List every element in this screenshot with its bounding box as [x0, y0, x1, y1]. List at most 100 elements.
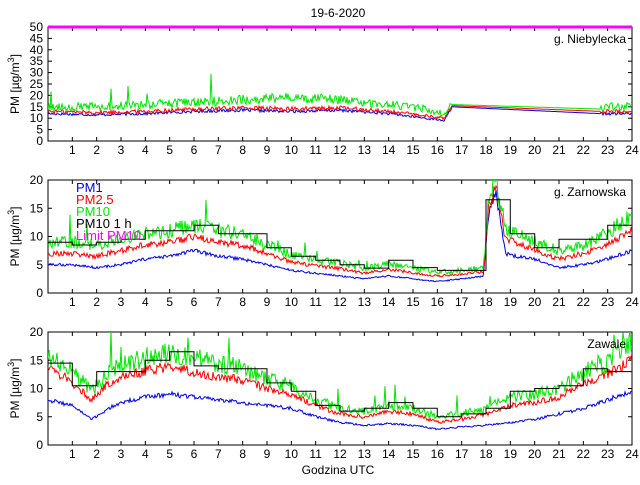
series-line-pm1: [48, 106, 632, 122]
x-tick-label: 1: [69, 295, 76, 309]
figure-title: 19-6-2020: [311, 6, 366, 20]
x-tick-label: 13: [358, 447, 372, 461]
x-tick-label: 14: [382, 143, 396, 157]
x-tick-label: 19: [504, 447, 518, 461]
x-tick-label: 8: [239, 143, 246, 157]
x-tick-label: 17: [455, 295, 469, 309]
x-tick-label: 16: [431, 143, 445, 157]
station-title: Zawale: [587, 337, 626, 351]
x-tick-label: 20: [528, 447, 542, 461]
station-title: g. Zarnowska: [554, 185, 626, 199]
x-tick-label: 5: [166, 295, 173, 309]
y-tick-label: 50: [30, 20, 44, 34]
y-tick-label: 40: [30, 43, 44, 57]
x-tick-label: 3: [118, 447, 125, 461]
x-tick-label: 22: [577, 447, 591, 461]
y-tick-label: 5: [36, 410, 43, 424]
x-tick-label: 11: [309, 295, 322, 309]
x-tick-label: 19: [504, 295, 518, 309]
x-tick-label: 9: [264, 295, 271, 309]
x-tick-label: 22: [577, 143, 591, 157]
x-tick-label: 10: [285, 143, 299, 157]
y-tick-label: 35: [30, 54, 44, 68]
x-tick-label: 9: [264, 143, 271, 157]
series-line-pm10-1h: [48, 199, 632, 271]
x-tick-label: 20: [528, 295, 542, 309]
legend-entry: PM1: [76, 180, 103, 195]
series-line-pm10-1h: [48, 351, 632, 418]
x-tick-label: 7: [215, 447, 222, 461]
x-tick-label: 12: [333, 143, 347, 157]
y-tick-label: 15: [30, 201, 44, 215]
y-axis-label: PM [µg/m3]: [6, 54, 22, 114]
x-tick-label: 10: [285, 447, 299, 461]
x-tick-label: 2: [93, 295, 100, 309]
y-tick-label: 10: [30, 382, 44, 396]
y-tick-label: 25: [30, 77, 44, 91]
y-axis-label: PM [µg/m3]: [6, 207, 22, 267]
x-tick-label: 7: [215, 295, 222, 309]
x-axis-label: Godzina UTC: [302, 463, 375, 477]
x-tick-label: 5: [166, 447, 173, 461]
y-tick-label: 5: [36, 258, 43, 272]
x-tick-label: 4: [142, 447, 149, 461]
legend-entry: PM10: [76, 204, 110, 219]
x-tick-label: 20: [528, 143, 542, 157]
x-tick-label: 24: [625, 447, 639, 461]
x-tick-label: 3: [118, 143, 125, 157]
y-axis-label: PM [µg/m3]: [6, 359, 22, 419]
x-tick-label: 15: [406, 143, 420, 157]
y-tick-label: 15: [30, 100, 44, 114]
x-tick-label: 2: [93, 143, 100, 157]
x-tick-label: 16: [431, 447, 445, 461]
x-tick-label: 21: [552, 447, 566, 461]
y-tick-label: 0: [36, 134, 43, 148]
y-tick-label: 20: [30, 173, 44, 187]
x-tick-label: 18: [479, 143, 493, 157]
x-tick-label: 2: [93, 447, 100, 461]
series-line-pm1: [48, 190, 632, 283]
x-tick-label: 21: [552, 295, 566, 309]
x-tick-label: 11: [309, 447, 322, 461]
station-title: g. Niebylecka: [554, 32, 626, 46]
x-tick-label: 23: [601, 143, 615, 157]
legend-entry: PM2.5: [76, 192, 114, 207]
x-tick-label: 22: [577, 295, 591, 309]
x-tick-label: 8: [239, 447, 246, 461]
series-line-pm10: [48, 73, 632, 117]
series-line-pm25: [48, 104, 632, 121]
x-tick-label: 15: [406, 447, 420, 461]
y-tick-label: 30: [30, 66, 44, 80]
y-tick-label: 10: [30, 230, 44, 244]
x-tick-label: 13: [358, 295, 372, 309]
y-tick-label: 0: [36, 438, 43, 452]
x-tick-label: 12: [333, 447, 347, 461]
x-tick-label: 7: [215, 143, 222, 157]
x-tick-label: 23: [601, 295, 615, 309]
x-tick-label: 19: [504, 143, 518, 157]
legend-entry: Limit PM10: [76, 228, 141, 243]
x-tick-label: 6: [191, 143, 198, 157]
y-tick-label: 5: [36, 123, 43, 137]
x-tick-label: 18: [479, 295, 493, 309]
x-tick-label: 23: [601, 447, 615, 461]
y-tick-label: 15: [30, 353, 44, 367]
x-tick-label: 17: [455, 447, 469, 461]
x-tick-label: 16: [431, 295, 445, 309]
series-line-pm25: [48, 355, 632, 425]
x-tick-label: 4: [142, 143, 149, 157]
x-tick-label: 18: [479, 447, 493, 461]
y-tick-label: 0: [36, 286, 43, 300]
y-tick-label: 45: [30, 31, 44, 45]
x-tick-label: 3: [118, 295, 125, 309]
axes-box: [47, 26, 633, 142]
x-tick-label: 11: [309, 143, 322, 157]
series-line-pm25: [48, 184, 632, 278]
x-tick-label: 1: [69, 447, 76, 461]
x-tick-label: 14: [382, 295, 396, 309]
